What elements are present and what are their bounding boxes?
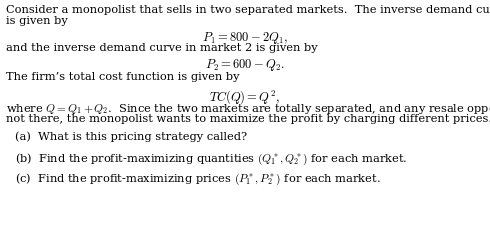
Text: (b)  Find the profit-maximizing quantities $(Q_1^*, Q_2^*)$ for each market.: (b) Find the profit-maximizing quantitie… <box>15 151 407 167</box>
Text: (c)  Find the profit-maximizing prices $(P_1^*, P_2^*)$ for each market.: (c) Find the profit-maximizing prices $(… <box>15 172 380 187</box>
Text: is given by: is given by <box>6 16 68 26</box>
Text: Consider a monopolist that sells in two separated markets.  The inverse demand c: Consider a monopolist that sells in two … <box>6 5 490 15</box>
Text: The firm’s total cost function is given by: The firm’s total cost function is given … <box>6 72 240 82</box>
Text: not there, the monopolist wants to maximize the profit by charging different pri: not there, the monopolist wants to maxim… <box>6 114 490 124</box>
Text: $TC(Q) = Q^2,$: $TC(Q) = Q^2,$ <box>209 88 281 106</box>
Text: $P_1 = 800 - 2Q_1,$: $P_1 = 800 - 2Q_1,$ <box>202 30 288 46</box>
Text: (a)  What is this pricing strategy called?: (a) What is this pricing strategy called… <box>15 131 247 142</box>
Text: where $Q = Q_1 + Q_2$.  Since the two markets are totally separated, and any res: where $Q = Q_1 + Q_2$. Since the two mar… <box>6 102 490 116</box>
Text: and the inverse demand curve in market 2 is given by: and the inverse demand curve in market 2… <box>6 43 318 53</box>
Text: $P_2 = 600 - Q_2.$: $P_2 = 600 - Q_2.$ <box>205 57 285 73</box>
